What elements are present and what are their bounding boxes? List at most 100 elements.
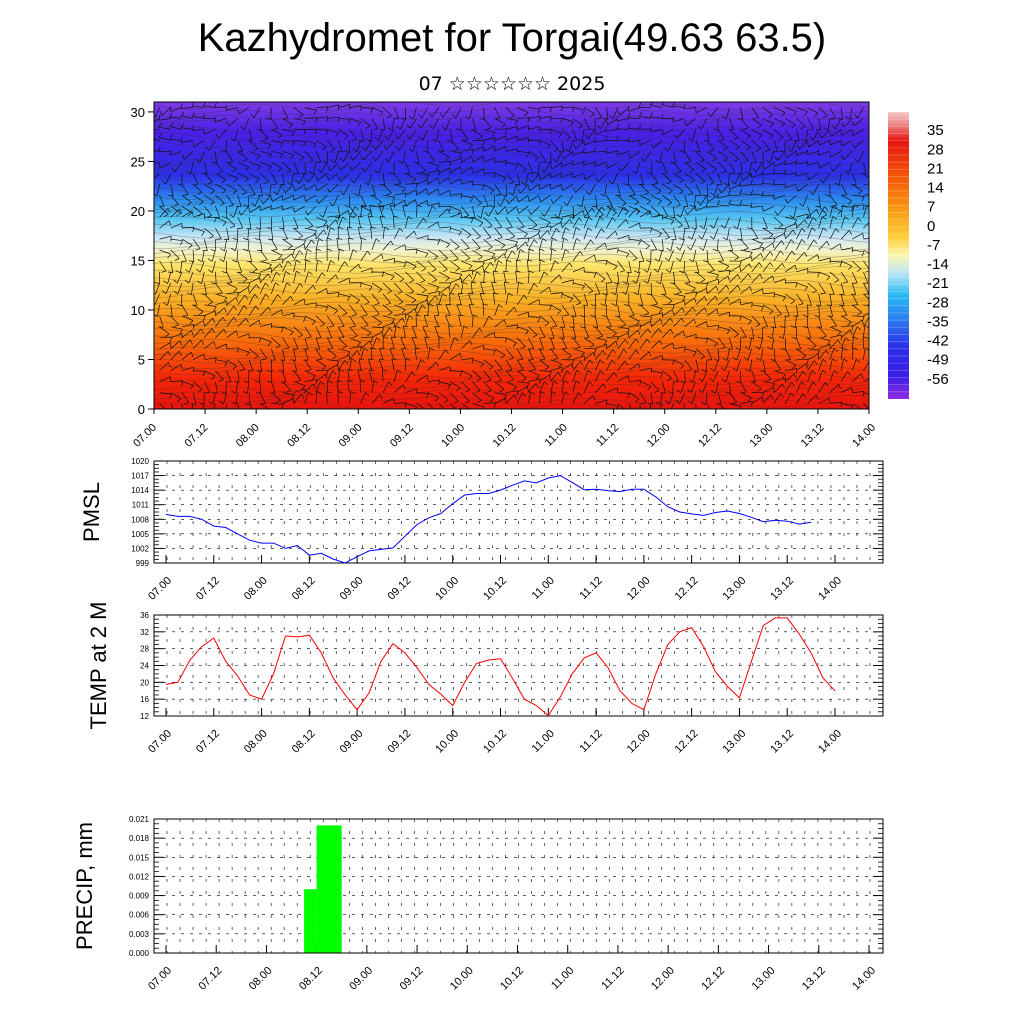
wind-barb [238, 107, 250, 115]
wind-barb-flag [712, 248, 718, 252]
wind-barb [472, 238, 481, 249]
wind-barb [193, 370, 206, 372]
wind-barb-flag [520, 346, 526, 349]
wind-barb [662, 309, 673, 317]
wind-barb [552, 194, 563, 204]
wind-barb [528, 299, 540, 306]
wind-barb-flag [544, 366, 550, 371]
wind-barb [639, 304, 650, 314]
wind-barb [702, 381, 708, 393]
wind-barb [438, 167, 450, 174]
wind-barb-flag [168, 194, 174, 197]
wind-barb-flag [199, 201, 204, 205]
wind-barb-flag [737, 118, 743, 120]
wind-barb-flag [362, 146, 366, 151]
wind-barb [558, 206, 563, 218]
wind-barb [460, 325, 465, 338]
wind-barb [360, 304, 368, 315]
wind-barb-flag [385, 302, 391, 306]
wind-barb [612, 173, 618, 185]
wind-barb [796, 228, 803, 240]
colorbar-label: -21 [927, 275, 949, 292]
wind-barb [863, 293, 869, 300]
wind-barb-flag [191, 125, 194, 131]
wind-barb [595, 343, 607, 350]
wind-barb [706, 285, 717, 295]
wind-barb [158, 118, 171, 121]
heatmap-contour [154, 240, 869, 251]
wind-barb-flag [298, 235, 303, 239]
wind-barb [315, 381, 321, 393]
wind-barb [461, 370, 473, 377]
wind-barb-flag [348, 237, 354, 240]
wind-barb [460, 249, 471, 259]
wind-barb [740, 140, 751, 148]
wind-barb [773, 194, 786, 200]
wind-barb-flag [235, 415, 240, 416]
wind-barb [791, 140, 797, 152]
wind-barb [234, 129, 239, 142]
wind-barb-flag [326, 370, 329, 376]
wind-barb [337, 326, 345, 338]
wind-barb-flag [486, 390, 492, 393]
wind-barb-flag [600, 303, 606, 307]
wind-barb [818, 195, 821, 208]
wind-barb [673, 118, 685, 123]
wind-barb [662, 183, 673, 191]
wind-barb [305, 183, 317, 191]
wind-barb [784, 250, 793, 262]
wind-barb [329, 183, 339, 193]
wind-barb [294, 183, 306, 192]
wind-barb-flag [822, 115, 828, 119]
wind-barb-flag [782, 296, 786, 302]
wind-barb-flag [512, 342, 517, 347]
wind-barb [449, 166, 461, 174]
wind-barb-flag [373, 128, 378, 131]
wind-barb-flag [813, 360, 818, 365]
wind-barb [639, 173, 644, 185]
wind-barb [360, 267, 373, 273]
wind-barb-flag [537, 109, 541, 114]
wind-barb [583, 207, 593, 218]
wind-barb-flag [795, 368, 798, 374]
wind-barb [259, 359, 263, 372]
temp-x-tick-label: 14.00 [816, 728, 844, 756]
wind-barb [260, 323, 272, 328]
wind-barb [181, 238, 193, 246]
wind-barb-flag [276, 271, 281, 276]
wind-barb-flag [611, 206, 616, 211]
wind-barb [525, 173, 529, 185]
wind-barb-flag [228, 204, 234, 207]
wind-barb [662, 194, 672, 203]
wind-barb [371, 107, 384, 113]
wind-barb [729, 162, 736, 174]
wind-barb-flag [532, 334, 538, 338]
pmsl-x-tick-label: 11.12 [577, 575, 604, 602]
wind-barb-flag [549, 129, 552, 135]
wind-barb-flag [475, 236, 481, 240]
wind-barb-flag [375, 238, 381, 243]
wind-barb [662, 328, 671, 338]
wind-barb [505, 161, 518, 166]
wind-barb-flag [305, 177, 309, 183]
wind-barb [282, 249, 295, 251]
wind-barb-flag [347, 296, 351, 302]
wind-barb-flag [437, 239, 441, 245]
wind-barb-flag [250, 194, 256, 196]
wind-barb-flag [570, 121, 574, 126]
wind-barb [863, 347, 866, 360]
wind-barb [773, 129, 784, 138]
wind-barb-flag [698, 378, 703, 382]
wind-barb [461, 216, 474, 219]
wind-barb-flag [709, 149, 715, 152]
wind-barb-flag [305, 259, 311, 263]
wind-barb [371, 331, 383, 338]
wind-barb [851, 293, 859, 305]
wind-barb [561, 238, 564, 251]
wind-barb-flag [207, 181, 213, 185]
wind-barb-flag [279, 263, 283, 269]
wind-barb [259, 348, 268, 359]
wind-barb [784, 293, 796, 302]
wind-barb-flag [159, 163, 161, 169]
wind-barb-flag [454, 246, 460, 250]
